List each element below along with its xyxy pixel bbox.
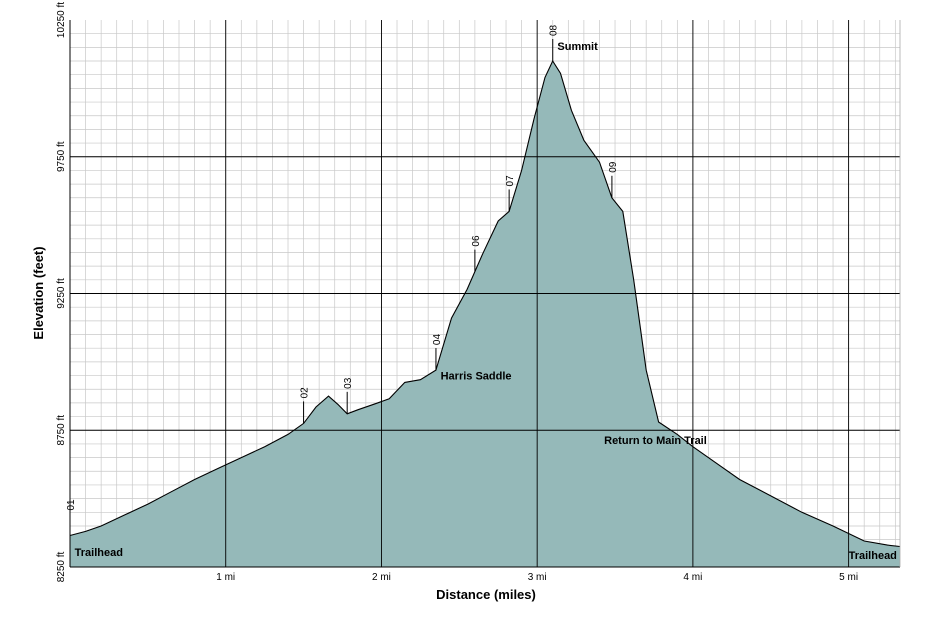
x-tick-label: 1 mi — [216, 572, 235, 583]
waypoint-label: 02 — [300, 387, 311, 399]
waypoint-label: 03 — [343, 377, 354, 389]
waypoint-label: 07 — [505, 175, 516, 187]
x-tick-label: 2 mi — [372, 572, 391, 583]
y-tick-label: 10250 ft — [56, 2, 67, 38]
annotation-layer: Trailhead Harris Saddle Summit Return to Ma… — [75, 41, 897, 562]
waypoint-label: 09 — [608, 161, 619, 173]
waypoint-label: 04 — [432, 334, 443, 346]
x-tick-label: 3 mi — [528, 572, 547, 583]
annotation-label: Return to Main Trail — [604, 435, 707, 447]
annotation-label: Summit — [557, 41, 598, 53]
waypoint-layer: 01 02 03 04 06 07 08 09 — [66, 24, 619, 536]
x-tick-label: 4 mi — [683, 572, 702, 583]
annotation-label: Trailhead — [75, 547, 123, 559]
waypoint-label: 01 — [66, 499, 77, 511]
x-axis-title: Distance (miles) — [436, 587, 536, 602]
y-tick-label: 9250 ft — [56, 278, 67, 309]
major-grid — [70, 20, 900, 567]
y-axis-title: Elevation (feet) — [31, 246, 46, 339]
axis-layer: 1 mi 2 mi 3 mi 4 mi 5 mi 8250 ft 8750 ft 9250 f… — [56, 2, 901, 583]
x-tick-label: 5 mi — [839, 572, 858, 583]
elevation-line — [69, 59, 901, 548]
y-tick-label: 8250 ft — [56, 551, 67, 582]
area-layer — [69, 59, 901, 567]
waypoint-label: 06 — [471, 235, 482, 247]
y-tick-label: 9750 ft — [56, 141, 67, 172]
y-tick-label: 8750 ft — [56, 415, 67, 446]
annotation-label: Harris Saddle — [441, 371, 512, 383]
annotation-label: Trailhead — [849, 550, 897, 562]
waypoint-label: 08 — [549, 24, 560, 36]
